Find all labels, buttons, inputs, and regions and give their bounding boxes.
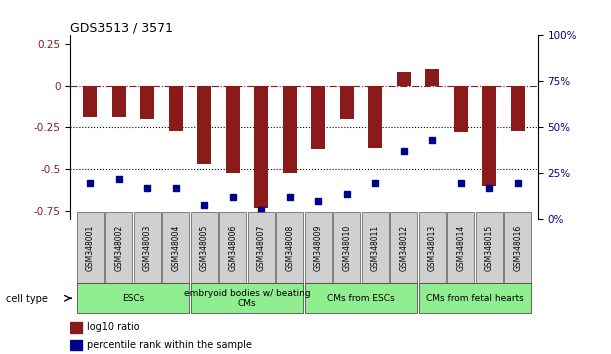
FancyBboxPatch shape	[191, 212, 218, 283]
Bar	[482, 86, 496, 186]
Bar	[453, 86, 468, 132]
Text: CMs from ESCs: CMs from ESCs	[327, 294, 395, 303]
FancyBboxPatch shape	[390, 212, 417, 283]
Text: GDS3513 / 3571: GDS3513 / 3571	[70, 21, 174, 34]
Text: GSM348001: GSM348001	[86, 225, 95, 271]
Bar	[368, 86, 382, 148]
Bar	[169, 86, 183, 131]
FancyBboxPatch shape	[475, 212, 503, 283]
FancyBboxPatch shape	[447, 212, 474, 283]
Bar	[254, 86, 268, 208]
Text: GSM348006: GSM348006	[229, 224, 237, 271]
FancyBboxPatch shape	[362, 212, 389, 283]
Bar	[70, 340, 82, 350]
FancyBboxPatch shape	[276, 212, 304, 283]
FancyBboxPatch shape	[504, 212, 532, 283]
Bar	[140, 86, 155, 119]
FancyBboxPatch shape	[76, 283, 189, 313]
Text: GSM348005: GSM348005	[200, 224, 209, 271]
Bar	[511, 86, 525, 131]
Text: GSM348014: GSM348014	[456, 225, 465, 271]
Text: percentile rank within the sample: percentile rank within the sample	[87, 340, 252, 350]
Bar	[340, 86, 354, 119]
Bar	[83, 86, 97, 118]
Text: GSM348009: GSM348009	[313, 224, 323, 271]
Text: GSM348008: GSM348008	[285, 225, 295, 271]
FancyBboxPatch shape	[134, 212, 161, 283]
FancyBboxPatch shape	[105, 212, 133, 283]
FancyBboxPatch shape	[419, 283, 532, 313]
Bar	[197, 86, 211, 164]
Text: GSM348007: GSM348007	[257, 224, 266, 271]
FancyBboxPatch shape	[333, 212, 360, 283]
Text: cell type: cell type	[6, 294, 48, 304]
Bar	[283, 86, 297, 173]
Text: CMs from fetal hearts: CMs from fetal hearts	[426, 294, 524, 303]
FancyBboxPatch shape	[247, 212, 275, 283]
Bar	[70, 322, 82, 333]
Bar	[112, 86, 126, 118]
Text: GSM348010: GSM348010	[342, 225, 351, 271]
FancyBboxPatch shape	[419, 212, 446, 283]
Text: GSM348003: GSM348003	[143, 224, 152, 271]
Bar	[397, 72, 411, 86]
Text: embryoid bodies w/ beating
CMs: embryoid bodies w/ beating CMs	[184, 289, 310, 308]
Text: GSM348002: GSM348002	[114, 225, 123, 271]
Bar	[311, 86, 325, 149]
Text: GSM348011: GSM348011	[371, 225, 379, 271]
FancyBboxPatch shape	[219, 212, 246, 283]
Text: GSM348016: GSM348016	[513, 225, 522, 271]
Text: GSM348012: GSM348012	[399, 225, 408, 271]
FancyBboxPatch shape	[162, 212, 189, 283]
Text: log10 ratio: log10 ratio	[87, 322, 139, 332]
FancyBboxPatch shape	[76, 212, 104, 283]
Text: GSM348015: GSM348015	[485, 225, 494, 271]
FancyBboxPatch shape	[191, 283, 304, 313]
Bar	[225, 86, 240, 173]
FancyBboxPatch shape	[304, 283, 417, 313]
Text: GSM348013: GSM348013	[428, 225, 437, 271]
Text: ESCs: ESCs	[122, 294, 144, 303]
Text: GSM348004: GSM348004	[171, 224, 180, 271]
FancyBboxPatch shape	[304, 212, 332, 283]
Bar	[425, 69, 439, 86]
